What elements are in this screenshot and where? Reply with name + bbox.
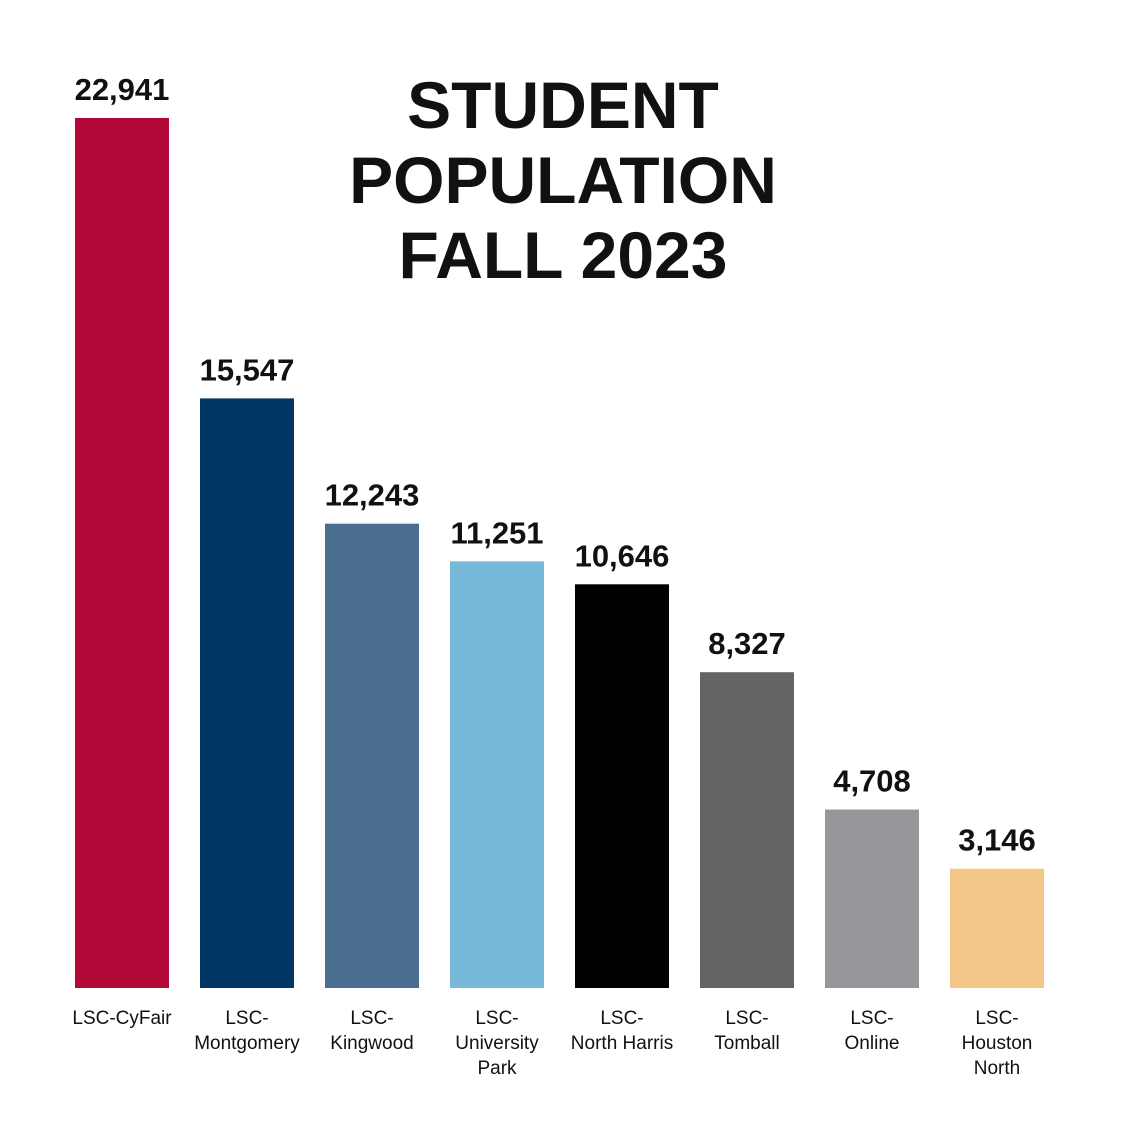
bar-7 — [825, 809, 919, 988]
bars — [75, 118, 1044, 988]
category-labels: LSC-CyFair LSC- Montgomery LSC- Kingwood LSC-… — [72, 1008, 1032, 1079]
category-label-5-line-2: North Harris — [571, 1033, 673, 1054]
category-label-1-line-1: LSC-CyFair — [72, 1008, 172, 1029]
bar-2 — [200, 398, 294, 988]
value-label-1: 22,941 — [75, 72, 170, 107]
value-label-6: 8,327 — [708, 626, 786, 661]
category-label-3-line-1: LSC- — [350, 1008, 393, 1029]
chart-title-line-3: FALL 2023 — [399, 218, 728, 292]
value-label-8: 3,146 — [958, 823, 1036, 858]
category-label-2-line-1: LSC- — [225, 1008, 268, 1029]
bar-4 — [450, 561, 544, 988]
value-label-2: 15,547 — [200, 352, 295, 387]
value-labels: 22,941 15,547 12,243 11,251 10,646 8,327 4,708… — [75, 72, 1036, 858]
bar-8 — [950, 868, 1044, 988]
chart-title-line-1: STUDENT — [407, 68, 719, 142]
category-label-6-line-2: Tomball — [714, 1033, 779, 1054]
category-label-7-line-1: LSC- — [850, 1008, 893, 1029]
category-label-8-line-1: LSC- — [975, 1008, 1018, 1029]
bar-6 — [700, 672, 794, 988]
value-label-7: 4,708 — [833, 764, 911, 799]
category-label-8-line-2: Houston — [962, 1033, 1033, 1054]
category-label-6-line-1: LSC- — [725, 1008, 768, 1029]
bar-3 — [325, 523, 419, 988]
bar-1 — [75, 118, 169, 988]
value-label-3: 12,243 — [325, 478, 420, 513]
category-label-7-line-2: Online — [845, 1033, 900, 1054]
category-label-4-line-3: Park — [477, 1058, 517, 1079]
bar-5 — [575, 584, 669, 988]
category-label-4-line-1: LSC- — [475, 1008, 518, 1029]
category-label-3-line-2: Kingwood — [330, 1033, 413, 1054]
category-label-4-line-2: University — [455, 1033, 539, 1054]
chart-title-line-2: POPULATION — [349, 143, 777, 217]
value-label-4: 11,251 — [450, 515, 543, 550]
category-label-8-line-3: North — [974, 1058, 1020, 1079]
category-label-2-line-2: Montgomery — [194, 1033, 300, 1054]
category-label-5-line-1: LSC- — [600, 1008, 643, 1029]
value-label-5: 10,646 — [575, 538, 670, 573]
